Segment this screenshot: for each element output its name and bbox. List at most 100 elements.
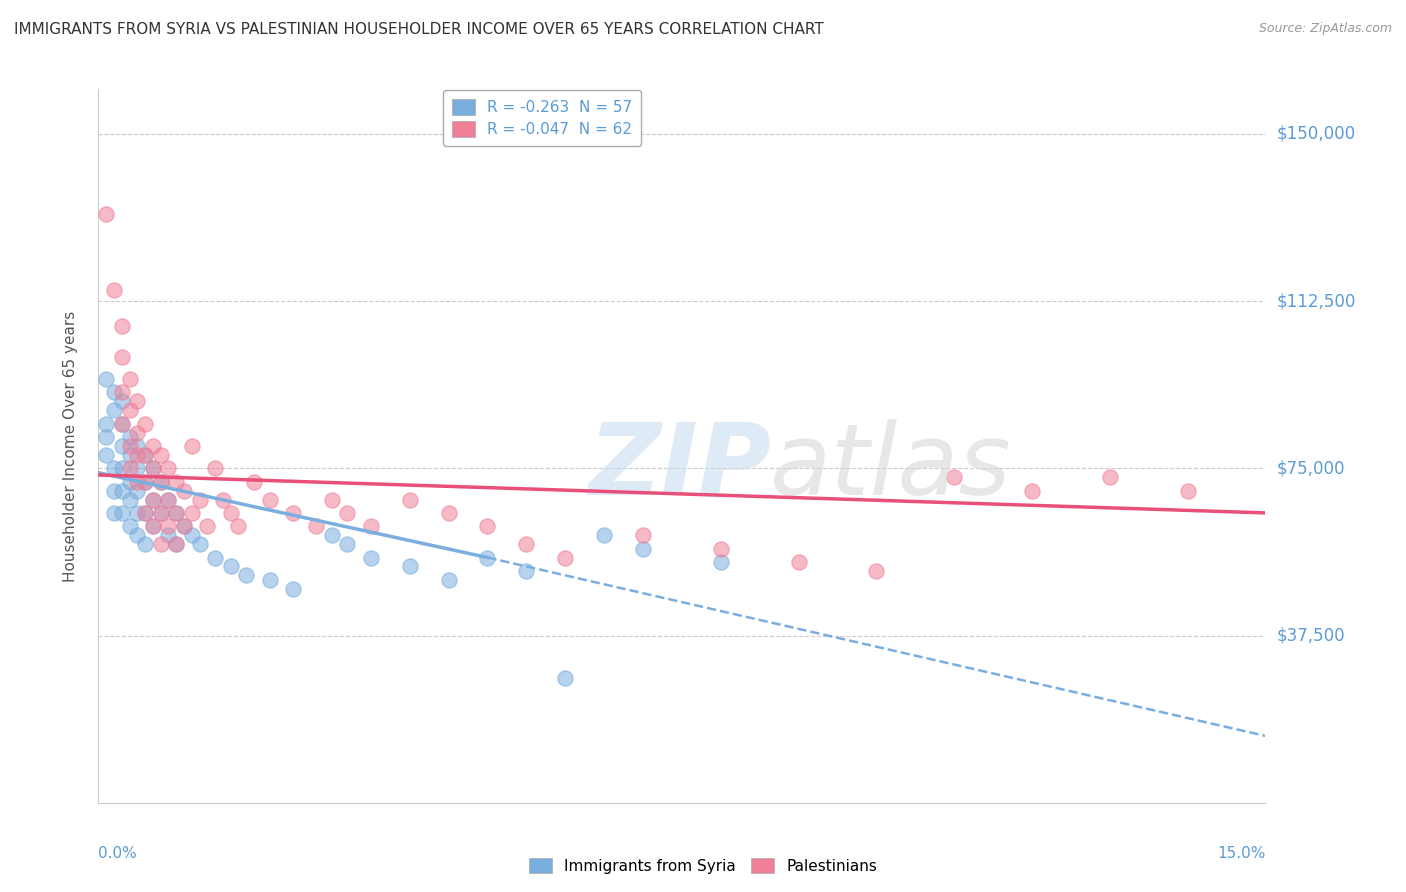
Point: [243, 475, 266, 489]
Point: [305, 519, 328, 533]
Point: [235, 568, 257, 582]
Point: [281, 506, 304, 520]
Text: IMMIGRANTS FROM SYRIA VS PALESTINIAN HOUSEHOLDER INCOME OVER 65 YEARS CORRELATIO: IMMIGRANTS FROM SYRIA VS PALESTINIAN HOU…: [14, 22, 824, 37]
Point: [111, 385, 134, 400]
Point: [142, 519, 165, 533]
Point: [149, 475, 172, 489]
Point: [321, 492, 343, 507]
Point: [515, 564, 537, 578]
Point: [118, 461, 141, 475]
Point: [188, 492, 211, 507]
Text: 0.0%: 0.0%: [98, 846, 138, 861]
Point: [188, 537, 211, 551]
Point: [103, 483, 125, 498]
Point: [165, 537, 187, 551]
Legend: Immigrants from Syria, Palestinians: Immigrants from Syria, Palestinians: [523, 852, 883, 880]
Point: [111, 483, 134, 498]
Point: [212, 492, 235, 507]
Point: [259, 573, 281, 587]
Legend: R = -0.263  N = 57, R = -0.047  N = 62: R = -0.263 N = 57, R = -0.047 N = 62: [443, 90, 641, 146]
Point: [204, 461, 226, 475]
Point: [204, 550, 226, 565]
Point: [142, 519, 165, 533]
Point: [149, 475, 172, 489]
Point: [360, 519, 382, 533]
Point: [1021, 483, 1043, 498]
Point: [118, 372, 141, 386]
Point: [111, 318, 134, 333]
Point: [134, 506, 156, 520]
Point: [360, 550, 382, 565]
Text: $112,500: $112,500: [1277, 292, 1355, 310]
Y-axis label: Householder Income Over 65 years: Householder Income Over 65 years: [63, 310, 77, 582]
Point: [142, 439, 165, 453]
Point: [173, 519, 195, 533]
Point: [336, 506, 359, 520]
Text: ZIP: ZIP: [589, 419, 772, 516]
Point: [321, 528, 343, 542]
Point: [103, 283, 125, 297]
Point: [165, 475, 187, 489]
Point: [134, 475, 156, 489]
Point: [142, 461, 165, 475]
Point: [142, 492, 165, 507]
Point: [96, 207, 118, 221]
Point: [787, 555, 810, 569]
Point: [149, 506, 172, 520]
Point: [96, 430, 118, 444]
Point: [157, 492, 180, 507]
Point: [127, 448, 149, 462]
Point: [398, 559, 420, 574]
Point: [157, 519, 180, 533]
Point: [142, 461, 165, 475]
Point: [118, 448, 141, 462]
Point: [118, 475, 141, 489]
Point: [173, 519, 195, 533]
Point: [118, 439, 141, 453]
Point: [1098, 470, 1121, 484]
Point: [111, 417, 134, 431]
Point: [865, 564, 887, 578]
Point: [111, 394, 134, 409]
Point: [165, 506, 187, 520]
Point: [127, 475, 149, 489]
Point: [554, 671, 576, 685]
Point: [134, 448, 156, 462]
Point: [149, 448, 172, 462]
Point: [593, 528, 616, 542]
Point: [1177, 483, 1199, 498]
Point: [111, 439, 134, 453]
Point: [127, 461, 149, 475]
Point: [127, 528, 149, 542]
Point: [127, 425, 149, 440]
Point: [127, 394, 149, 409]
Point: [157, 528, 180, 542]
Point: [149, 537, 172, 551]
Point: [96, 372, 118, 386]
Point: [96, 417, 118, 431]
Point: [134, 448, 156, 462]
Point: [111, 506, 134, 520]
Point: [631, 541, 654, 556]
Point: [180, 439, 202, 453]
Point: [118, 403, 141, 417]
Point: [118, 519, 141, 533]
Point: [111, 461, 134, 475]
Point: [631, 528, 654, 542]
Point: [437, 506, 460, 520]
Point: [103, 506, 125, 520]
Point: [180, 528, 202, 542]
Point: [554, 550, 576, 565]
Point: [437, 573, 460, 587]
Point: [142, 492, 165, 507]
Text: 15.0%: 15.0%: [1218, 846, 1265, 861]
Point: [127, 483, 149, 498]
Point: [398, 492, 420, 507]
Point: [111, 350, 134, 364]
Point: [165, 537, 187, 551]
Point: [157, 492, 180, 507]
Point: [173, 483, 195, 498]
Point: [219, 506, 242, 520]
Point: [149, 506, 172, 520]
Point: [134, 537, 156, 551]
